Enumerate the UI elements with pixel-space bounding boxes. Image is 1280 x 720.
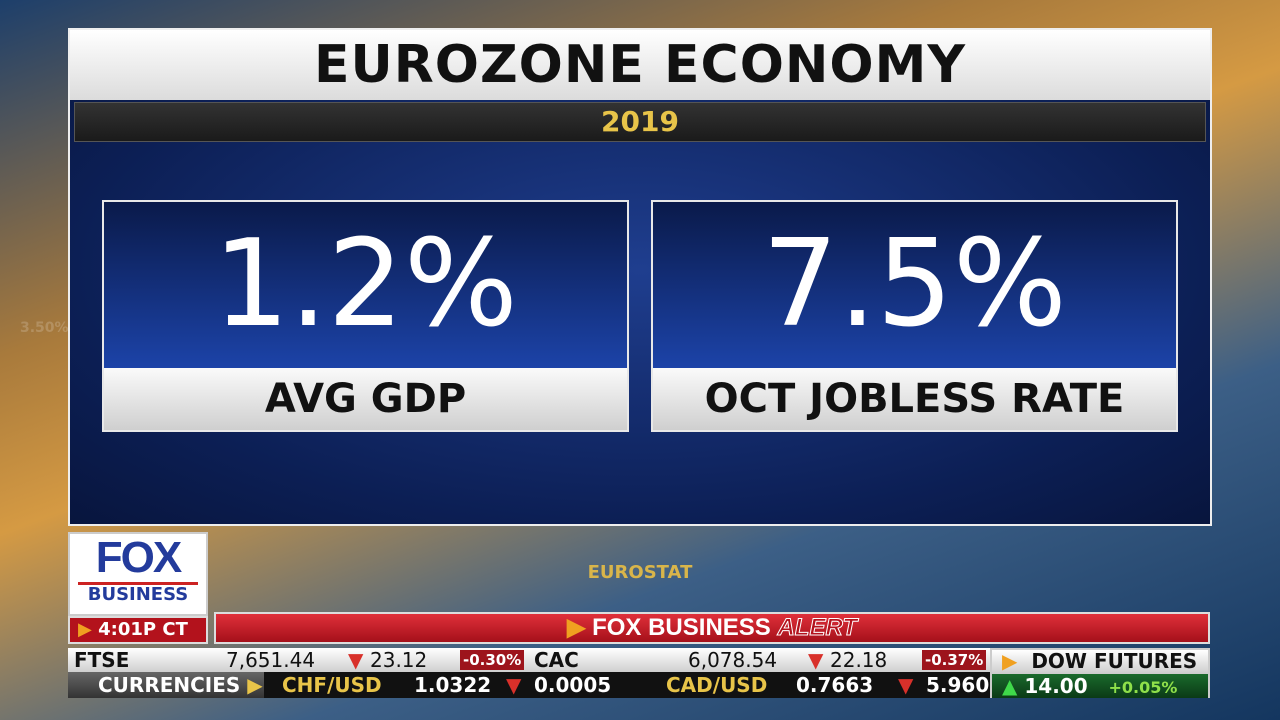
stat-card-gdp: 1.2% AVG GDP <box>102 200 629 432</box>
stat-label: AVG GDP <box>104 368 627 430</box>
year-bar: 2019 <box>74 102 1206 142</box>
ticker-name: CHF/USD <box>282 673 382 697</box>
stat-value: 7.5% <box>653 202 1176 368</box>
ticker-name: CAD/USD <box>666 673 768 697</box>
dow-futures: ▶ DOW FUTURES ▲ 14.00 +0.05% <box>990 648 1210 698</box>
down-arrow-icon: ▼ <box>348 648 364 672</box>
play-icon: ▶ <box>78 619 92 640</box>
fox-business-logo: FOX BUSINESS <box>68 532 208 616</box>
play-icon: ▶ <box>1002 649 1018 673</box>
clock: ▶ 4:01P CT <box>68 616 208 644</box>
stat-label: OCT JOBLESS RATE <box>653 368 1176 430</box>
source-label: EUROSTAT <box>587 562 693 583</box>
ticker-indices: FTSE 7,651.44 ▼ 23.12 -0.30% CAC 6,078.5… <box>68 648 990 672</box>
ticker-change: 5.960 <box>926 673 990 697</box>
dow-change: 14.00 <box>1024 674 1088 698</box>
graphic-panel: EUROZONE ECONOMY 2019 1.2% AVG GDP 7.5% … <box>68 28 1212 583</box>
ticker-currencies: CURRENCIES ▶ CHF/USD 1.0322 ▼ 0.0005 CAD… <box>68 672 990 698</box>
down-arrow-icon: ▼ <box>898 673 914 697</box>
graphic-body: 2019 1.2% AVG GDP 7.5% OCT JOBLESS RATE … <box>70 100 1210 583</box>
alert-brand: FOX BUSINESS <box>592 614 771 641</box>
ticker-change: 23.12 <box>370 648 428 672</box>
background-decoration: 3.50% <box>20 320 69 336</box>
ticker-change: 22.18 <box>830 648 888 672</box>
currencies-label: CURRENCIES ▶ <box>68 672 264 698</box>
time-text: 4:01P CT <box>98 619 188 640</box>
ticker-pct: -0.37% <box>922 650 987 670</box>
play-icon: ▶ <box>566 614 586 641</box>
stat-value: 1.2% <box>104 202 627 368</box>
alert-tag: ALERT <box>777 614 858 642</box>
stat-card-jobless: 7.5% OCT JOBLESS RATE <box>651 200 1178 432</box>
dow-label: DOW FUTURES <box>1031 649 1198 673</box>
dow-pct: +0.05% <box>1108 678 1178 697</box>
alert-banner: ▶ FOX BUSINESS ALERT <box>214 612 1210 644</box>
ticker-value: 6,078.54 <box>688 648 778 672</box>
down-arrow-icon: ▼ <box>506 673 522 697</box>
graphic-title: EUROZONE ECONOMY <box>70 30 1210 100</box>
ticker-value: 7,651.44 <box>226 648 316 672</box>
ticker-name: CAC <box>534 648 579 672</box>
currencies-text: CURRENCIES <box>98 673 241 697</box>
up-arrow-icon: ▲ <box>1002 674 1018 698</box>
ticker-pct: -0.30% <box>460 650 525 670</box>
ticker-value: 0.7663 <box>796 673 874 697</box>
play-icon: ▶ <box>247 673 263 697</box>
ticker-value: 1.0322 <box>414 673 492 697</box>
down-arrow-icon: ▼ <box>808 648 824 672</box>
ticker-name: FTSE <box>74 648 130 672</box>
ticker-change: 0.0005 <box>534 673 612 697</box>
